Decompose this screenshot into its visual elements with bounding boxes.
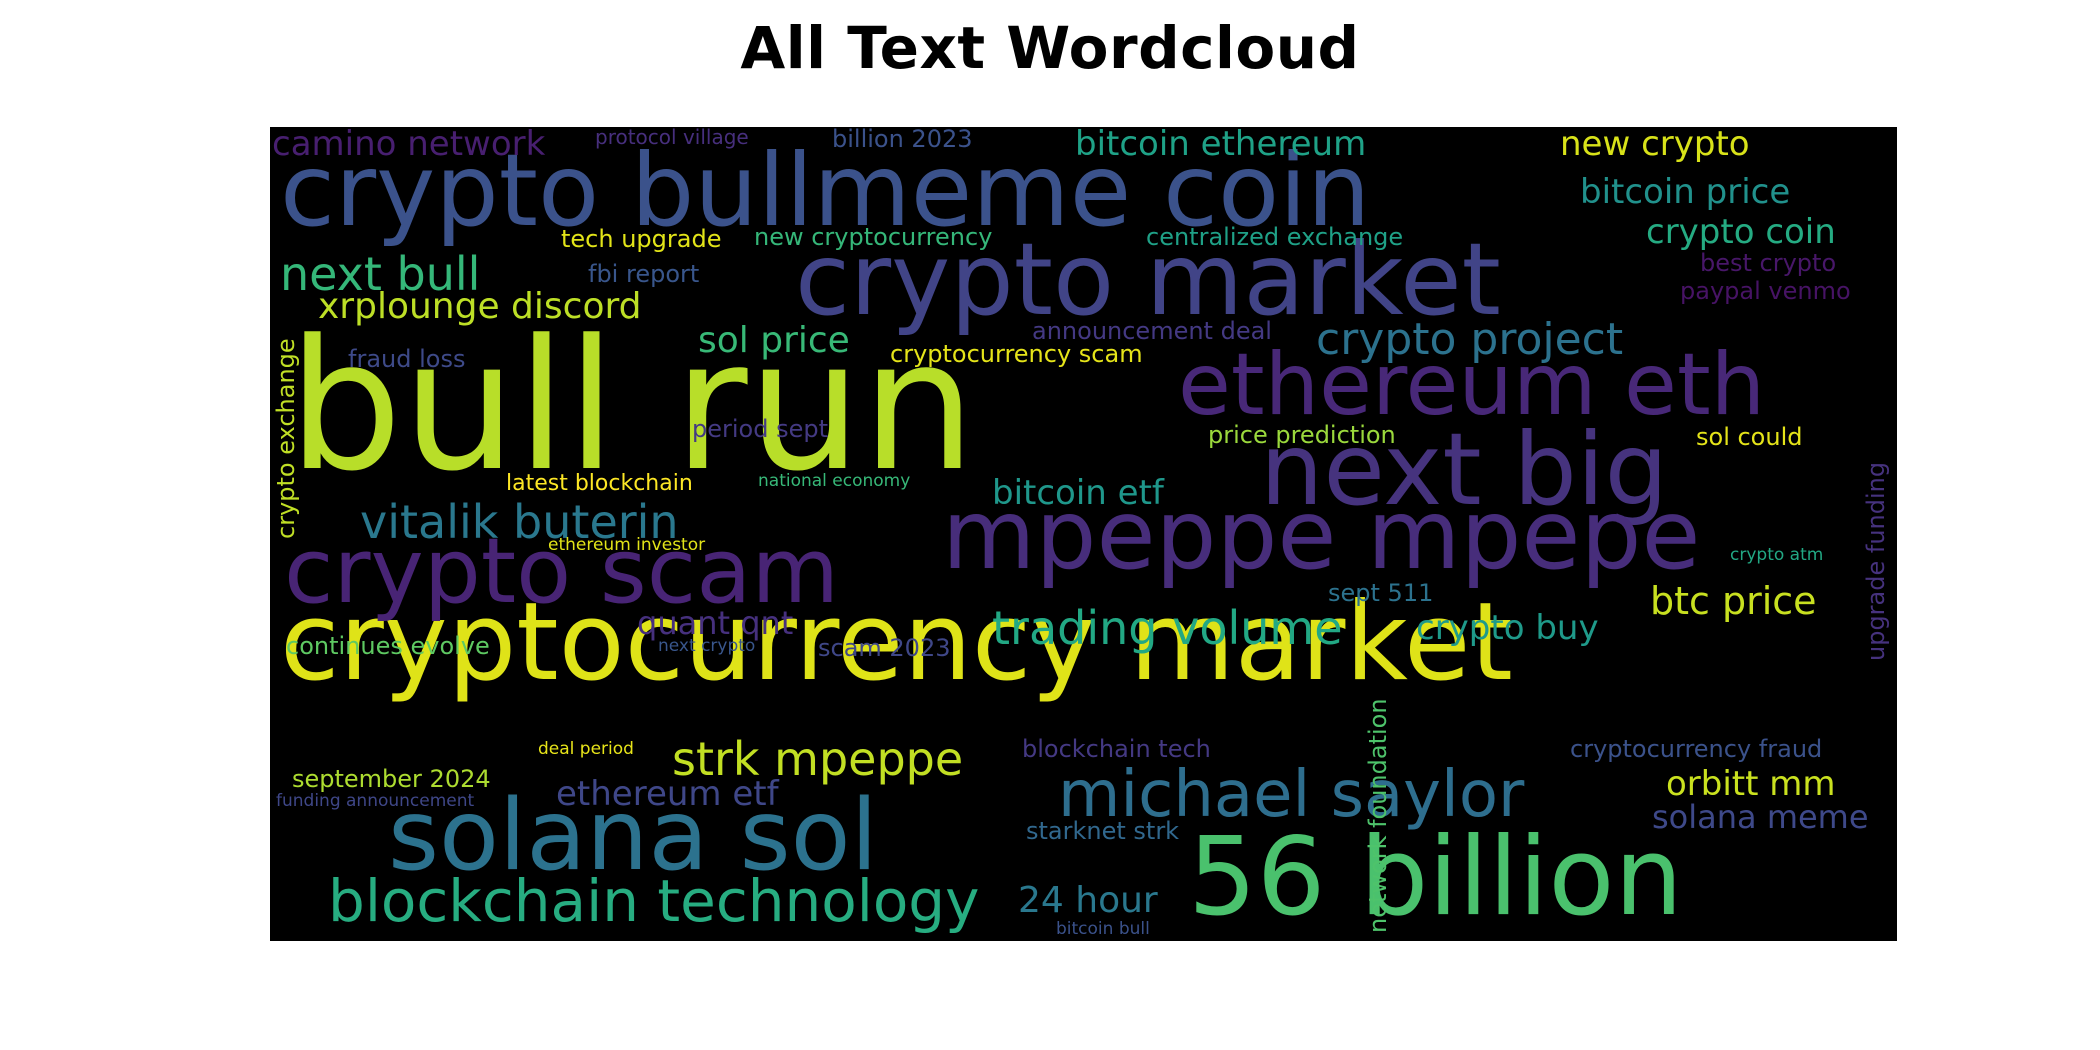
word-fbi-report: fbi report [588,260,700,288]
word-orbitt-mm: orbitt mm [1666,764,1836,804]
word-next-big: next big [1260,411,1669,528]
word-24-hour: 24 hour [1018,880,1158,921]
word-best-crypto: best crypto [1700,249,1837,277]
chart-title: All Text Wordcloud [740,14,1360,82]
word-crypto-exchange: crypto exchange [272,338,300,539]
word-ethereum-eth: ethereum eth [1178,335,1766,435]
word-deal-period: deal period [538,739,634,759]
word-solana-meme: solana meme [1652,798,1869,836]
word-new-cryptocurrency: new cryptocurrency [754,223,993,251]
word-bull-run: bull run [288,302,976,511]
word-national-economy: national economy [758,471,911,491]
word-sol-price: sol price [698,320,850,361]
word-bitcoin-etf: bitcoin etf [992,473,1164,513]
word-next-bull: next bull [280,247,481,301]
word-crypto-project: crypto project [1316,314,1624,365]
word-billion-2023: billion 2023 [832,127,973,153]
word-ethereum-investor: ethereum investor [548,535,706,555]
word-continues-evolve: continues evolve [286,632,490,660]
wordcloud-canvas: cryptocurrency market bull run 56 billio… [270,127,1897,941]
word-sept-511: sept 511 [1328,579,1434,607]
word-btc-price: btc price [1650,579,1817,623]
word-crypto-atm: crypto atm [1730,545,1824,565]
word-crypto-buy: crypto buy [1416,608,1599,648]
word-cryptocurrency-market: cryptocurrency market [280,580,1513,705]
word-bitcoin-bull: bitcoin bull [1056,919,1150,939]
word-crypto-scam: crypto scam [284,519,840,624]
word-michael-saylor: michael saylor [1058,758,1525,832]
word-cryptocurrency-fraud: cryptocurrency fraud [1570,735,1823,763]
word-latest-blockchain: latest blockchain [506,471,693,496]
word-sol-could: sol could [1696,423,1803,451]
word-camino-network: camino network [272,127,546,164]
word-september-2024: september 2024 [292,765,491,793]
word-bitcoin-price: bitcoin price [1580,172,1791,212]
word-strk-mpeppe: strk mpeppe [672,732,964,786]
word-ethereum-etf: ethereum etf [556,774,779,814]
word-tech-upgrade: tech upgrade [561,225,722,253]
word-centralized-exchange: centralized exchange [1146,223,1404,251]
word-56-billion: 56 billion [1188,815,1683,940]
word-network-foundation: network foundation [1364,698,1392,933]
word-vitalik-buterin: vitalik buterin [360,495,679,549]
word-paypal-venmo: paypal venmo [1680,277,1851,305]
word-cryptocurrency-scam: cryptocurrency scam [890,340,1143,368]
word-blockchain-technology: blockchain technology [328,867,980,935]
word-starknet-strk: starknet strk [1026,817,1180,845]
word-protocol-village: protocol village [595,127,749,149]
word-funding-announcement: funding announcement [276,791,475,811]
word-scam-2023: scam 2023 [818,634,951,662]
word-price-prediction: price prediction [1208,421,1396,449]
word-mpeppe-mpepe: mpeppe mpepe [942,479,1701,591]
word-blockchain-tech: blockchain tech [1022,735,1211,763]
word-crypto-market: crypto market [795,221,1501,338]
word-period-sept: period sept [692,415,828,443]
word-announcement-deal: announcement deal [1032,317,1272,345]
word-solana-sol: solana sol [388,779,878,893]
word-crypto-coin: crypto coin [1646,212,1836,252]
word-trading-volume: trading volume [992,601,1343,655]
word-quant-qnt: quant qnt [637,604,794,642]
word-fraud-loss: fraud loss [348,345,466,373]
word-next-crypto: next crypto [658,636,756,656]
word-new-crypto: new crypto [1560,127,1750,164]
word-upgrade-funding: upgrade funding [1862,461,1890,661]
word-crypto-bullmeme-coin: crypto bullmeme coin [280,132,1371,249]
word-bitcoin-ethereum: bitcoin ethereum [1075,127,1367,164]
word-xrplounge-discord: xrplounge discord [318,286,642,327]
